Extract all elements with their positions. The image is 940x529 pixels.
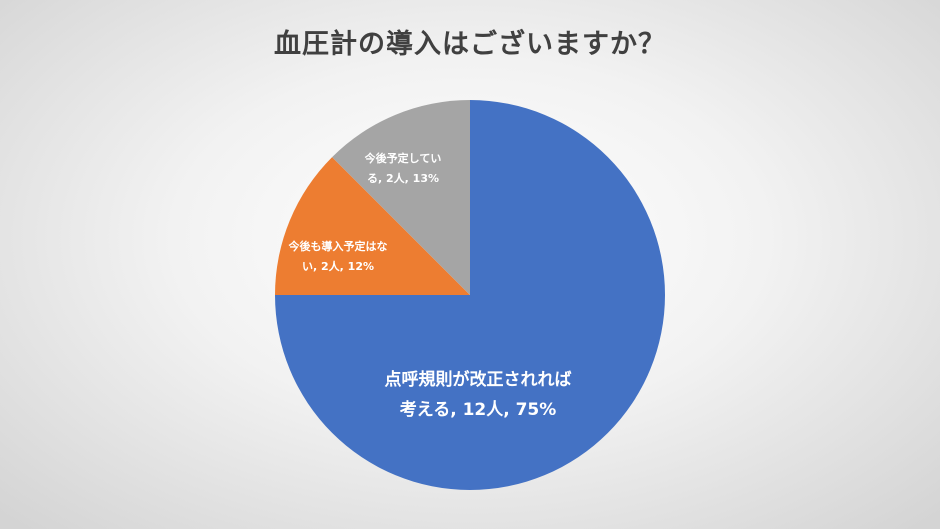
slice-label-line: 今後も導入予定はな (288, 239, 388, 253)
slice-label-line: 今後予定してい (364, 151, 442, 165)
slice-no-plan-label: 今後も導入予定はない, 2人, 12% (288, 239, 388, 273)
slice-label-line: 点呼規則が改正されれば (385, 369, 572, 390)
chart-title: 血圧計の導入はございますか？ (274, 29, 666, 60)
slice-label-line: る, 2人, 13% (367, 171, 439, 185)
slice-no-plan (275, 157, 470, 295)
slice-planned-label: 今後予定している, 2人, 13% (364, 151, 442, 185)
slice-conditional-label: 点呼規則が改正されれば考える, 12人, 75% (385, 369, 572, 420)
slice-label-line: 考える, 12人, 75% (399, 399, 557, 420)
slice-planned (332, 100, 470, 295)
slice-label-line: い, 2人, 12% (302, 259, 374, 273)
